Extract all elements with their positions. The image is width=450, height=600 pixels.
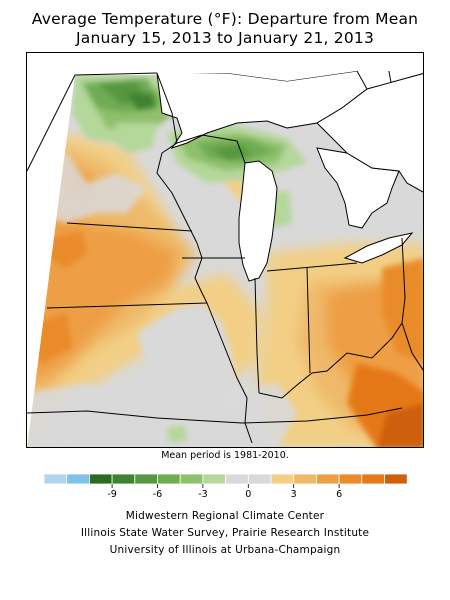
legend-swatch <box>293 473 317 485</box>
legend-swatch <box>202 473 226 485</box>
legend-swatch <box>157 473 181 485</box>
legend-swatch <box>361 473 385 485</box>
legend-swatch <box>134 473 158 485</box>
legend-tick-label: -3 <box>198 489 207 500</box>
legend-tick-label: 0 <box>245 489 251 500</box>
outside-region-north <box>27 53 423 168</box>
near-normal-zones <box>27 153 297 447</box>
legend-swatch <box>43 473 68 485</box>
legend-swatch <box>225 473 249 485</box>
legend-swatch <box>247 473 272 485</box>
state-borders <box>27 72 423 444</box>
legend-swatch <box>66 473 90 485</box>
legend-swatch <box>384 473 408 485</box>
lake-superior <box>156 70 368 149</box>
lake-erie <box>343 232 414 264</box>
legend-swatch <box>270 473 295 485</box>
legend-swatch <box>111 473 136 485</box>
credit-university: University of Illinois at Urbana-Champai… <box>109 544 341 556</box>
temperature-departure-map <box>26 52 424 448</box>
legend-tick-label: 3 <box>291 489 297 500</box>
legend-tick-label: 6 <box>336 489 342 500</box>
legend-swatch <box>338 473 363 485</box>
legend-tick-label: -6 <box>153 489 162 500</box>
map-title: Average Temperature (°F): Departure from… <box>31 10 419 28</box>
map-date-range: January 15, 2013 to January 21, 2013 <box>75 29 375 47</box>
mean-period-note: Mean period is 1981-2010. <box>161 450 289 461</box>
legend-tick-label: -9 <box>107 489 116 500</box>
canada-ontario <box>316 73 423 193</box>
credit-center: Midwestern Regional Climate Center <box>125 510 325 522</box>
legend-swatch <box>315 473 340 485</box>
color-legend: -9 -6 -3 0 3 6 <box>43 473 408 500</box>
credit-survey: Illinois State Water Survey, Prairie Res… <box>80 527 370 539</box>
lake-michigan <box>238 160 278 282</box>
legend-swatch <box>179 473 204 485</box>
legend-swatch <box>89 473 113 485</box>
